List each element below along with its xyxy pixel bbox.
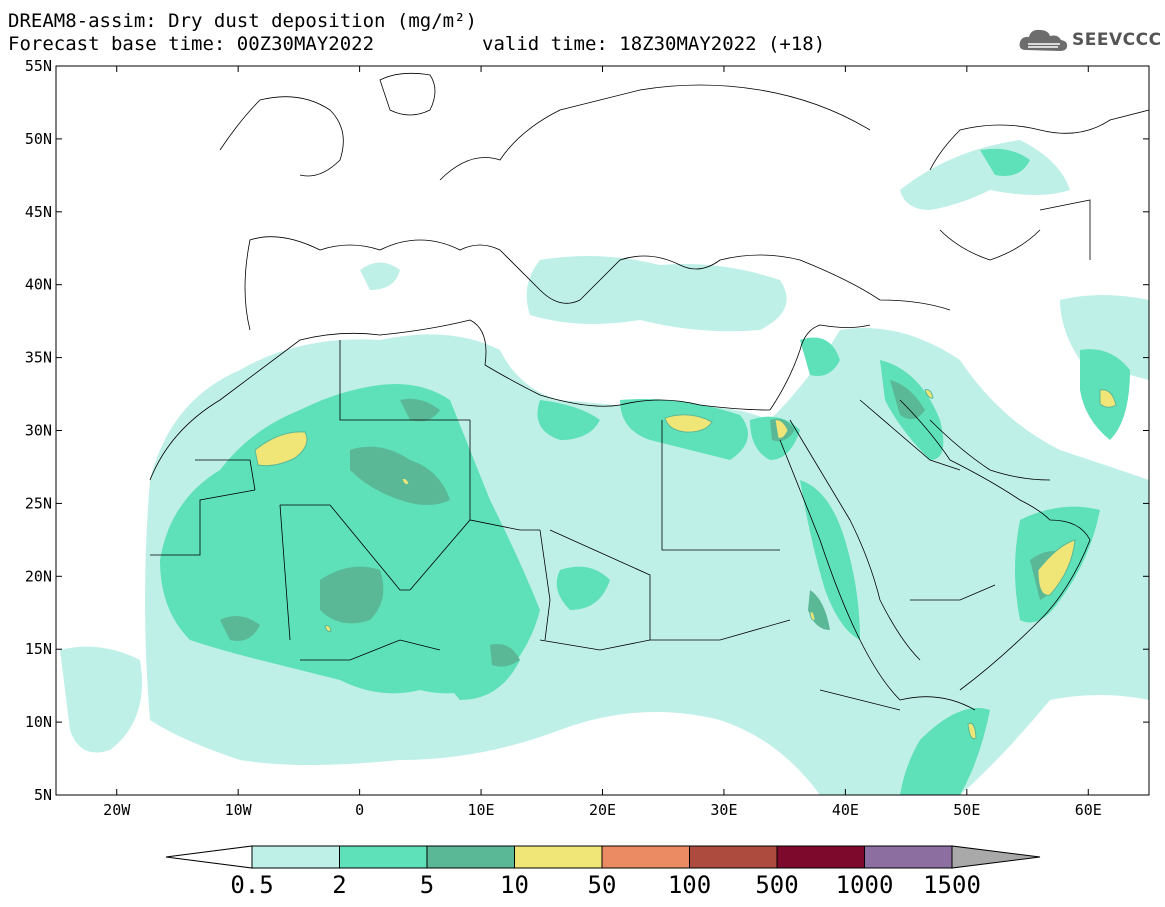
lat-label: 20N	[25, 567, 52, 585]
lon-label: 20W	[103, 801, 131, 819]
lat-label: 5N	[34, 786, 52, 804]
colorbar-label: 1500	[923, 871, 981, 899]
lat-label: 45N	[25, 203, 52, 221]
lon-label: 30E	[710, 801, 737, 819]
colorbar-swatch	[514, 845, 603, 869]
colorbar-over-arrow	[951, 845, 1041, 869]
seevccc-logo: SEEVCCC	[1018, 26, 1161, 56]
deposition-level-10	[254, 389, 1117, 740]
base-time: Forecast base time: 00Z30MAY2022	[8, 33, 375, 55]
valid-time: valid time: 18Z30MAY2022 (+18)	[482, 33, 826, 55]
lon-label: 0	[355, 801, 364, 819]
lon-label: 60E	[1075, 801, 1102, 819]
lat-label: 35N	[25, 349, 52, 367]
colorbar-label: 10	[500, 871, 529, 899]
colorbar-label: 5	[420, 871, 434, 899]
colorbar-label: 1000	[836, 871, 894, 899]
map-title: DREAM8-assim: Dry dust deposition (mg/m²…	[8, 10, 477, 32]
lat-label: 15N	[25, 640, 52, 658]
lat-label: 25N	[25, 494, 52, 512]
lat-label: 30N	[25, 422, 52, 440]
lon-label: 50E	[953, 801, 980, 819]
lon-label: 10W	[225, 801, 253, 819]
colorbar-swatch	[864, 845, 953, 869]
colorbar-swatch	[251, 845, 340, 869]
colorbar-label: 500	[755, 871, 798, 899]
colorbar-swatch	[776, 845, 865, 869]
colorbar-label: 0.5	[230, 871, 273, 899]
dust-deposition-field	[60, 140, 1149, 795]
colorbar-label: 2	[332, 871, 346, 899]
colorbar-label: 50	[588, 871, 617, 899]
colorbar: 0.5 2 5 10 50 100 500 1000 1500	[165, 845, 1041, 899]
lat-label: 10N	[25, 713, 52, 731]
logo-text: SEEVCCC	[1072, 30, 1162, 50]
lat-label: 40N	[25, 276, 52, 294]
lat-label: 55N	[25, 57, 52, 75]
forecast-times: Forecast base time: 00Z30MAY2022 valid ti…	[8, 33, 825, 55]
cloud-logo-icon	[1019, 29, 1068, 51]
lon-label: 10E	[468, 801, 495, 819]
deposition-level-5	[220, 380, 1070, 667]
lon-label: 20E	[589, 801, 616, 819]
colorbar-swatch	[339, 845, 428, 869]
coastlines-borders	[149, 72, 1149, 711]
colorbar-label: 100	[668, 871, 711, 899]
colorbar-swatch	[601, 845, 690, 869]
longitude-axis: 20W 10W 0 10E 20E 30E 40E 50E 60E	[103, 66, 1102, 819]
colorbar-swatch	[689, 845, 778, 869]
lon-label: 40E	[832, 801, 859, 819]
colorbar-under-arrow	[165, 845, 253, 869]
colorbar-swatch	[426, 845, 515, 869]
lat-label: 50N	[25, 130, 52, 148]
latitude-axis: 5N 10N 15N 20N 25N 30N 35N 40N 45N 50N 55N	[25, 57, 1149, 804]
